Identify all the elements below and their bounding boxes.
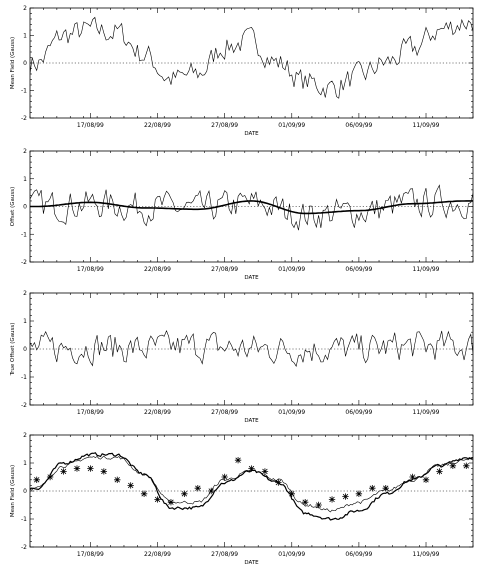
data-point-star — [234, 457, 242, 464]
y-tick-label: -2 — [21, 115, 27, 122]
y-tick-label: 1 — [23, 176, 27, 183]
data-point-star — [422, 476, 430, 483]
data-point-star — [114, 476, 121, 483]
y-tick-label: 0 — [23, 60, 27, 67]
data-point-star — [328, 496, 336, 503]
x-axis-label: DATE — [244, 418, 259, 424]
x-tick-label: 06/09/99 — [345, 266, 372, 273]
y-axis-label: True Offset (Gauss) — [10, 323, 16, 377]
data-point-star — [261, 468, 269, 475]
x-tick-label: 11/09/99 — [413, 266, 440, 273]
data-point-star — [100, 468, 108, 475]
data-point-star — [436, 468, 443, 475]
data-point-star — [60, 468, 67, 475]
x-tick-label: 11/09/99 — [413, 122, 440, 129]
data-point-star — [275, 479, 282, 486]
x-tick-label: 27/08/99 — [211, 122, 238, 129]
x-tick-label: 01/09/99 — [278, 551, 305, 558]
y-tick-label: 0 — [23, 488, 27, 495]
x-tick-label: 17/08/99 — [77, 122, 104, 129]
y-tick-label: -1 — [21, 374, 27, 381]
x-tick-label: 11/09/99 — [413, 551, 440, 558]
x-tick-label: 06/09/99 — [345, 122, 372, 129]
data-point-star — [449, 462, 457, 469]
y-tick-label: 1 — [23, 33, 27, 40]
data-point-star — [315, 501, 322, 509]
data-point-star — [208, 487, 215, 495]
data-point-star — [288, 490, 295, 497]
data-point-star — [355, 490, 363, 497]
data-point-star — [409, 473, 416, 481]
chart-panel-3: -2 -1 0 1 2 17/08/99 22/08/99 27/08/99 01/09/99 0… — [10, 290, 474, 424]
data-point-star — [33, 476, 40, 483]
x-axis-label: DATE — [244, 275, 259, 281]
y-tick-label: 0 — [23, 346, 27, 353]
data-point-star — [154, 496, 161, 503]
series-line — [30, 200, 473, 215]
x-tick-label: 27/08/99 — [211, 266, 238, 273]
x-tick-label: 06/09/99 — [345, 551, 372, 558]
x-tick-label: 22/08/99 — [144, 266, 171, 273]
x-tick-label: 17/08/99 — [77, 551, 104, 558]
x-tick-label: 22/08/99 — [144, 122, 171, 129]
x-tick-label: 22/08/99 — [144, 409, 171, 416]
x-tick-label: 17/08/99 — [77, 409, 104, 416]
data-point-star — [73, 465, 81, 472]
y-tick-label: -1 — [21, 231, 27, 238]
series-line — [30, 452, 473, 521]
chart-panel-4: -2 -1 0 1 2 17/08/99 22/08/99 27/08/99 01/09/99 0… — [10, 432, 474, 566]
data-point-star — [140, 490, 148, 497]
data-point-star — [46, 473, 54, 481]
data-point-star — [87, 465, 94, 472]
x-tick-label: 17/08/99 — [77, 266, 104, 273]
y-tick-label: 1 — [23, 460, 27, 467]
data-point-star — [181, 490, 188, 497]
data-point-star — [301, 499, 309, 506]
y-tick-label: 0 — [23, 204, 27, 211]
y-axis-label: Mean Field (Gauss) — [10, 37, 16, 89]
x-axis-label: DATE — [244, 560, 259, 566]
chart-panel-2: -2 -1 0 1 2 17/08/99 22/08/99 27/08/99 01/09/99 0… — [10, 148, 474, 281]
series-line — [30, 329, 473, 367]
x-tick-label: 01/09/99 — [278, 122, 305, 129]
chart-panel-1: -2 -1 0 1 2 17/08/99 22/08/99 27/08/99 01/09/99 0… — [10, 5, 474, 137]
y-tick-label: 1 — [23, 318, 27, 325]
x-tick-label: 22/08/99 — [144, 551, 171, 558]
y-axis-label: Mean Field (Gauss) — [10, 465, 16, 517]
y-tick-label: -2 — [21, 402, 27, 409]
series-line — [30, 184, 473, 231]
y-tick-label: 2 — [23, 5, 27, 12]
x-tick-label: 01/09/99 — [278, 266, 305, 273]
data-point-star — [342, 493, 349, 500]
y-tick-label: -2 — [21, 544, 27, 551]
x-axis-label: DATE — [244, 131, 259, 137]
x-tick-label: 27/08/99 — [211, 409, 238, 416]
data-point-star — [221, 473, 228, 481]
data-point-star — [369, 485, 376, 492]
data-point-star — [382, 485, 389, 492]
series-line — [30, 16, 473, 99]
y-tick-label: 2 — [23, 432, 27, 439]
y-tick-label: -1 — [21, 516, 27, 523]
y-tick-label: -1 — [21, 88, 27, 95]
y-axis-label: Offset (Gauss) — [10, 187, 16, 226]
data-point-star — [167, 499, 175, 506]
data-point-star — [248, 465, 255, 472]
series-line — [30, 455, 473, 513]
data-point-star — [194, 485, 202, 492]
y-tick-label: 2 — [23, 148, 27, 155]
x-tick-label: 01/09/99 — [278, 409, 305, 416]
y-tick-label: -2 — [21, 259, 27, 266]
data-point-star — [463, 462, 470, 469]
x-tick-label: 06/09/99 — [345, 409, 372, 416]
data-point-star — [127, 482, 134, 489]
y-tick-label: 2 — [23, 290, 27, 297]
x-tick-label: 27/08/99 — [211, 551, 238, 558]
x-tick-label: 11/09/99 — [413, 409, 440, 416]
